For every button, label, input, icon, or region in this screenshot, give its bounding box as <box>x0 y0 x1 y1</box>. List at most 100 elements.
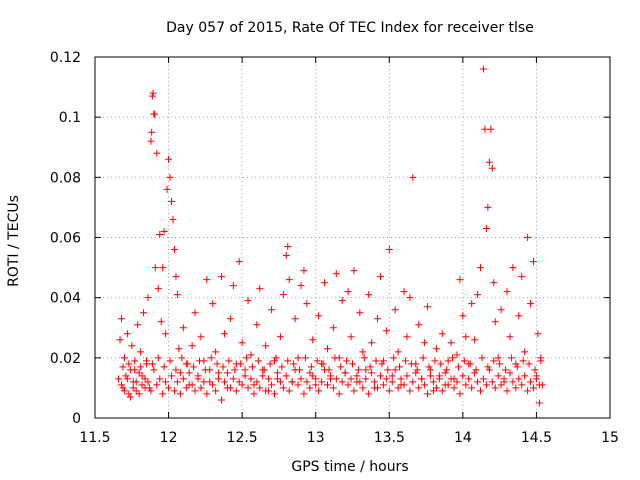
data-point <box>238 339 246 347</box>
data-point <box>487 125 495 133</box>
data-point <box>425 363 433 371</box>
data-point <box>488 164 496 172</box>
data-point <box>315 387 323 395</box>
data-point <box>179 324 187 332</box>
data-point <box>382 327 390 335</box>
data-point <box>207 354 215 362</box>
data-point <box>190 363 198 371</box>
data-point <box>366 363 374 371</box>
data-point <box>151 264 159 272</box>
data-point <box>231 366 239 374</box>
data-point <box>150 366 158 374</box>
data-point <box>415 384 423 392</box>
data-point <box>468 384 476 392</box>
x-tick-label: 12 <box>160 430 178 446</box>
data-point <box>247 375 255 383</box>
data-point <box>390 354 398 362</box>
y-tick-label: 0.08 <box>50 170 81 186</box>
data-point <box>162 330 170 338</box>
data-point <box>438 387 446 395</box>
data-point <box>403 333 411 341</box>
data-point <box>256 384 264 392</box>
data-point <box>312 375 320 383</box>
data-point <box>300 267 308 275</box>
data-point <box>382 375 390 383</box>
data-point <box>271 390 279 398</box>
data-point <box>535 399 543 407</box>
data-point <box>385 387 393 395</box>
data-point <box>368 369 376 377</box>
data-point <box>226 384 234 392</box>
data-point <box>518 273 526 281</box>
data-point <box>481 125 489 133</box>
data-point <box>220 378 228 386</box>
data-point <box>303 300 311 308</box>
data-point <box>525 360 533 368</box>
data-point <box>507 354 515 362</box>
data-point <box>200 378 208 386</box>
data-point <box>168 372 176 380</box>
data-point <box>250 390 258 398</box>
data-point <box>212 348 220 356</box>
data-point <box>456 276 464 284</box>
data-point <box>163 185 171 193</box>
data-point <box>119 363 127 371</box>
x-tick-label: 12.5 <box>227 430 258 446</box>
data-point <box>176 369 184 377</box>
data-point <box>529 384 537 392</box>
data-point <box>123 375 131 383</box>
data-point <box>400 381 408 389</box>
data-point <box>153 381 161 389</box>
data-point <box>147 137 155 145</box>
data-point <box>209 381 217 389</box>
data-point <box>515 312 523 320</box>
data-point <box>262 342 270 350</box>
data-point <box>212 387 220 395</box>
data-point <box>421 339 429 347</box>
data-point <box>235 378 243 386</box>
x-tick-label: 14.5 <box>521 430 552 446</box>
data-point <box>341 369 349 377</box>
data-point <box>157 318 165 326</box>
data-point <box>168 197 176 205</box>
data-point <box>253 378 261 386</box>
data-point <box>184 360 192 368</box>
data-point <box>506 369 514 377</box>
data-point <box>126 393 134 401</box>
data-point <box>444 381 452 389</box>
data-point <box>297 282 305 290</box>
data-point <box>323 345 331 353</box>
data-point <box>491 318 499 326</box>
data-point <box>195 357 203 365</box>
data-point <box>144 294 152 302</box>
data-point <box>497 306 505 314</box>
data-point <box>141 384 149 392</box>
data-point <box>494 354 502 362</box>
data-point <box>365 390 373 398</box>
data-point <box>253 321 261 329</box>
data-point <box>323 381 331 389</box>
data-point <box>300 390 308 398</box>
data-point <box>424 390 432 398</box>
data-point <box>490 279 498 287</box>
data-point <box>412 369 420 377</box>
data-point <box>138 372 146 380</box>
data-point <box>294 381 302 389</box>
data-point <box>419 354 427 362</box>
data-point <box>329 324 337 332</box>
data-point <box>332 375 340 383</box>
data-point <box>362 375 370 383</box>
chart-title: Day 057 of 2015, Rate Of TEC Index for r… <box>166 20 534 36</box>
data-point <box>376 273 384 281</box>
data-point <box>359 348 367 356</box>
y-axis-label: ROTI / TECUs <box>6 195 22 287</box>
data-point <box>162 378 170 386</box>
data-point <box>347 375 355 383</box>
data-point <box>326 372 334 380</box>
data-point <box>385 246 393 254</box>
data-point <box>138 381 146 389</box>
data-point <box>303 378 311 386</box>
data-point <box>148 92 156 100</box>
data-point <box>265 375 273 383</box>
